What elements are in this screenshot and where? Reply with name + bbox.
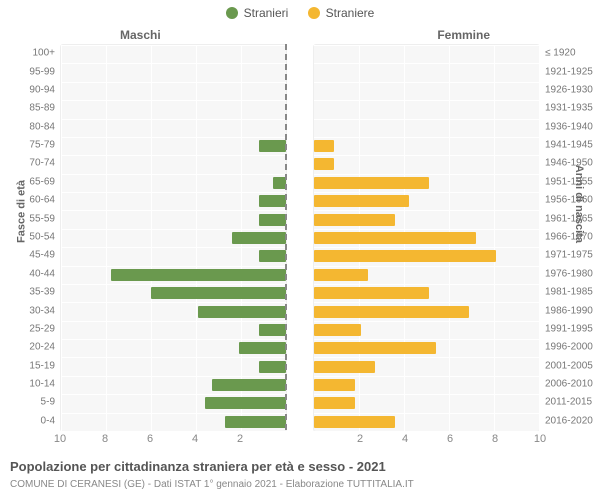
- age-label: 60-64: [0, 195, 55, 206]
- center-divider: [285, 44, 287, 430]
- legend-swatch-female: [308, 7, 320, 19]
- x-tick: 8: [492, 433, 498, 445]
- bar-male: [273, 177, 287, 189]
- bar-male: [259, 140, 286, 152]
- birth-year-label: 1946-1950: [545, 158, 600, 169]
- legend-swatch-male: [226, 7, 238, 19]
- bar-female: [314, 214, 395, 226]
- legend-label-female: Straniere: [326, 6, 375, 20]
- age-label: 25-29: [0, 323, 55, 334]
- bar-male: [111, 269, 287, 281]
- x-tick: 2: [357, 433, 363, 445]
- bar-male: [259, 214, 286, 226]
- birth-year-label: 2006-2010: [545, 379, 600, 390]
- x-tick: 10: [54, 433, 66, 445]
- age-label: 85-89: [0, 103, 55, 114]
- legend-label-male: Stranieri: [244, 6, 289, 20]
- birth-year-label: 1956-1960: [545, 195, 600, 206]
- x-tick: 8: [102, 433, 108, 445]
- column-header-female: Femmine: [437, 28, 490, 42]
- x-tick: 6: [147, 433, 153, 445]
- age-label: 20-24: [0, 342, 55, 353]
- birth-year-label: 1921-1925: [545, 66, 600, 77]
- bar-female: [314, 177, 429, 189]
- birth-year-label: 1981-1985: [545, 287, 600, 298]
- birth-year-label: 1961-1965: [545, 213, 600, 224]
- birth-year-label: ≤ 1920: [545, 48, 600, 59]
- birth-year-label: 1951-1955: [545, 176, 600, 187]
- bar-female: [314, 195, 409, 207]
- age-label: 90-94: [0, 84, 55, 95]
- birth-year-label: 1926-1930: [545, 84, 600, 95]
- legend-item-male: Stranieri: [226, 6, 289, 20]
- age-label: 10-14: [0, 379, 55, 390]
- birth-year-label: 1966-1970: [545, 232, 600, 243]
- chart-title: Popolazione per cittadinanza straniera p…: [10, 459, 386, 474]
- x-tick: 4: [192, 433, 198, 445]
- plot-female: [313, 44, 540, 432]
- bar-male: [259, 324, 286, 336]
- age-label: 70-74: [0, 158, 55, 169]
- legend-item-female: Straniere: [308, 6, 375, 20]
- bar-female: [314, 306, 469, 318]
- birth-year-label: 1996-2000: [545, 342, 600, 353]
- birth-year-label: 1971-1975: [545, 250, 600, 261]
- bar-female: [314, 158, 334, 170]
- x-tick: 6: [447, 433, 453, 445]
- chart-subtitle: COMUNE DI CERANESI (GE) - Dati ISTAT 1° …: [10, 479, 414, 490]
- bar-female: [314, 379, 355, 391]
- age-label: 35-39: [0, 287, 55, 298]
- bar-male: [225, 416, 286, 428]
- bar-male: [205, 397, 286, 409]
- birth-year-label: 1976-1980: [545, 268, 600, 279]
- age-label: 30-34: [0, 305, 55, 316]
- population-pyramid-chart: Stranieri Straniere Maschi Femmine Fasce…: [0, 0, 600, 500]
- bar-male: [212, 379, 286, 391]
- x-tick: 2: [237, 433, 243, 445]
- bar-female: [314, 140, 334, 152]
- age-label: 15-19: [0, 360, 55, 371]
- x-tick: 10: [534, 433, 546, 445]
- age-label: 50-54: [0, 232, 55, 243]
- age-label: 40-44: [0, 268, 55, 279]
- birth-year-label: 1931-1935: [545, 103, 600, 114]
- bar-male: [198, 306, 286, 318]
- bar-female: [314, 397, 355, 409]
- age-label: 80-84: [0, 121, 55, 132]
- age-label: 45-49: [0, 250, 55, 261]
- bar-female: [314, 287, 429, 299]
- birth-year-label: 1936-1940: [545, 121, 600, 132]
- bar-female: [314, 269, 368, 281]
- legend: Stranieri Straniere: [0, 6, 600, 22]
- bar-female: [314, 232, 476, 244]
- bar-male: [151, 287, 286, 299]
- age-label: 100+: [0, 48, 55, 59]
- bar-male: [259, 195, 286, 207]
- bar-male: [239, 342, 286, 354]
- age-label: 75-79: [0, 140, 55, 151]
- age-label: 65-69: [0, 176, 55, 187]
- birth-year-label: 1941-1945: [545, 140, 600, 151]
- age-label: 5-9: [0, 397, 55, 408]
- bar-female: [314, 361, 375, 373]
- bar-female: [314, 250, 496, 262]
- x-tick: 4: [402, 433, 408, 445]
- bar-male: [259, 250, 286, 262]
- plot-male: [60, 44, 287, 432]
- birth-year-label: 1991-1995: [545, 323, 600, 334]
- bar-female: [314, 324, 361, 336]
- bar-male: [259, 361, 286, 373]
- birth-year-label: 2001-2005: [545, 360, 600, 371]
- birth-year-label: 1986-1990: [545, 305, 600, 316]
- bar-male: [232, 232, 286, 244]
- birth-year-label: 2011-2015: [545, 397, 600, 408]
- column-header-male: Maschi: [120, 28, 161, 42]
- bar-female: [314, 416, 395, 428]
- age-label: 95-99: [0, 66, 55, 77]
- birth-year-label: 2016-2020: [545, 415, 600, 426]
- bar-female: [314, 342, 436, 354]
- age-label: 55-59: [0, 213, 55, 224]
- age-label: 0-4: [0, 415, 55, 426]
